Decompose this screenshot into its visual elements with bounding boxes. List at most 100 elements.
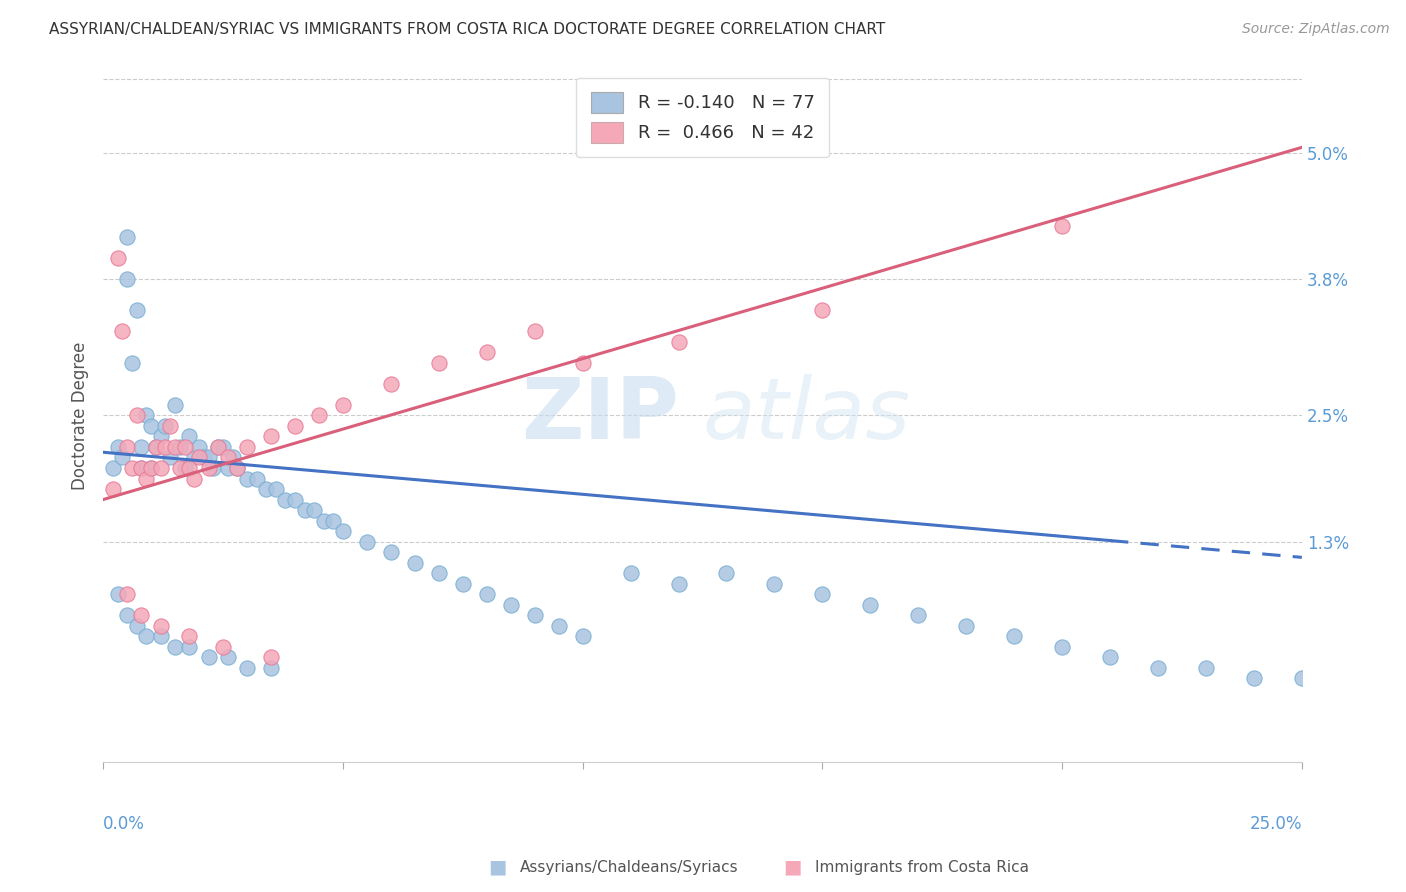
Point: [274, 492, 297, 507]
Text: Assyrians/Chaldeans/Syriacs: Assyrians/Chaldeans/Syriacs: [520, 860, 738, 874]
Point: [1147, 661, 1170, 675]
Point: [226, 461, 249, 475]
Point: [169, 440, 191, 454]
Point: [155, 440, 177, 454]
Point: [1195, 661, 1218, 675]
Point: [193, 450, 215, 465]
Point: [179, 429, 201, 443]
Point: [212, 440, 235, 454]
Text: Source: ZipAtlas.com: Source: ZipAtlas.com: [1241, 22, 1389, 37]
Point: [165, 640, 187, 654]
Point: [207, 440, 229, 454]
Point: [547, 618, 569, 632]
Point: [202, 461, 225, 475]
Point: [155, 419, 177, 434]
Point: [356, 534, 378, 549]
Point: [523, 608, 546, 623]
Point: [179, 629, 201, 643]
Point: [217, 650, 239, 665]
Point: [1099, 650, 1122, 665]
Point: [236, 471, 259, 485]
Point: [260, 661, 283, 675]
Point: [111, 450, 134, 465]
Point: [1291, 671, 1313, 685]
Point: [668, 334, 690, 349]
Point: [284, 492, 307, 507]
Point: [427, 566, 450, 581]
Point: [571, 629, 593, 643]
Point: [125, 618, 148, 632]
Point: [312, 514, 335, 528]
Y-axis label: Doctorate Degree: Doctorate Degree: [72, 342, 89, 490]
Point: [173, 440, 195, 454]
Point: [294, 503, 316, 517]
Point: [115, 608, 138, 623]
Point: [217, 461, 239, 475]
Point: [107, 440, 129, 454]
Point: [139, 461, 162, 475]
Point: [260, 429, 283, 443]
Text: 25.0%: 25.0%: [1250, 815, 1302, 833]
Text: ■: ■: [488, 857, 506, 877]
Point: [1050, 219, 1073, 234]
Point: [115, 229, 138, 244]
Point: [859, 598, 882, 612]
Point: [427, 356, 450, 370]
Point: [111, 324, 134, 338]
Point: [380, 376, 402, 391]
Text: Immigrants from Costa Rica: Immigrants from Costa Rica: [815, 860, 1029, 874]
Point: [169, 461, 191, 475]
Point: [1002, 629, 1025, 643]
Point: [260, 650, 283, 665]
Point: [955, 618, 977, 632]
Point: [115, 440, 138, 454]
Point: [188, 440, 211, 454]
Point: [179, 461, 201, 475]
Point: [115, 587, 138, 601]
Point: [121, 356, 143, 370]
Text: atlas: atlas: [703, 374, 911, 457]
Point: [188, 450, 211, 465]
Point: [207, 440, 229, 454]
Point: [404, 556, 426, 570]
Text: ASSYRIAN/CHALDEAN/SYRIAC VS IMMIGRANTS FROM COSTA RICA DOCTORATE DEGREE CORRELAT: ASSYRIAN/CHALDEAN/SYRIAC VS IMMIGRANTS F…: [49, 22, 886, 37]
Point: [149, 629, 172, 643]
Point: [236, 440, 259, 454]
Point: [159, 450, 181, 465]
Point: [131, 608, 153, 623]
Point: [135, 471, 157, 485]
Point: [197, 650, 219, 665]
Point: [149, 618, 172, 632]
Point: [179, 640, 201, 654]
Point: [668, 576, 690, 591]
Point: [907, 608, 929, 623]
Point: [197, 450, 219, 465]
Point: [332, 398, 354, 412]
Point: [131, 440, 153, 454]
Point: [1050, 640, 1073, 654]
Point: [101, 461, 124, 475]
Point: [236, 661, 259, 675]
Point: [571, 356, 593, 370]
Point: [811, 587, 834, 601]
Point: [451, 576, 474, 591]
Point: [183, 450, 205, 465]
Point: [149, 461, 172, 475]
Point: [264, 482, 287, 496]
Point: [475, 587, 498, 601]
Point: [139, 419, 162, 434]
Point: [619, 566, 641, 581]
Point: [221, 450, 243, 465]
Point: [197, 461, 219, 475]
Point: [1243, 671, 1265, 685]
Point: [183, 471, 205, 485]
Point: [159, 419, 181, 434]
Point: [165, 440, 187, 454]
Point: [499, 598, 522, 612]
Point: [107, 587, 129, 601]
Point: [811, 303, 834, 318]
Point: [523, 324, 546, 338]
Point: [149, 429, 172, 443]
Point: [121, 461, 143, 475]
Point: [165, 398, 187, 412]
